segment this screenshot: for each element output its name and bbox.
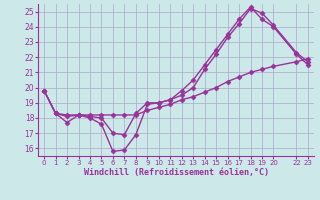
X-axis label: Windchill (Refroidissement éolien,°C): Windchill (Refroidissement éolien,°C) bbox=[84, 168, 268, 177]
